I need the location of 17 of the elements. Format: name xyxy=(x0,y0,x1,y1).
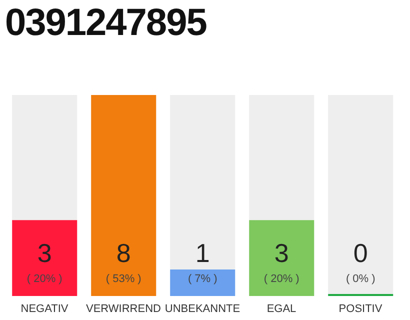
data-label: ( 7% ) xyxy=(188,273,218,285)
x-tick-label: VERWIRREND xyxy=(86,302,162,315)
data-label: ( 53% ) xyxy=(106,273,142,285)
data-label: ( 20% ) xyxy=(26,273,62,285)
annotation: 3 xyxy=(274,238,289,268)
x-tick-label: UNBEKANNTE xyxy=(164,302,240,315)
annotation: 3 xyxy=(37,238,52,268)
annotation: 0 xyxy=(353,238,368,268)
annotation: 8 xyxy=(116,238,131,268)
chart-title: 0391247895 xyxy=(5,1,206,46)
annotation: 1 xyxy=(195,238,210,268)
bar xyxy=(170,269,236,296)
x-tick-label: EGAL xyxy=(266,302,296,315)
x-tick-label: NEGATIV xyxy=(20,302,69,315)
x-tick-label: POSITIV xyxy=(338,302,383,315)
data-label: ( 20% ) xyxy=(264,273,300,285)
data-label: ( 0% ) xyxy=(346,273,376,285)
